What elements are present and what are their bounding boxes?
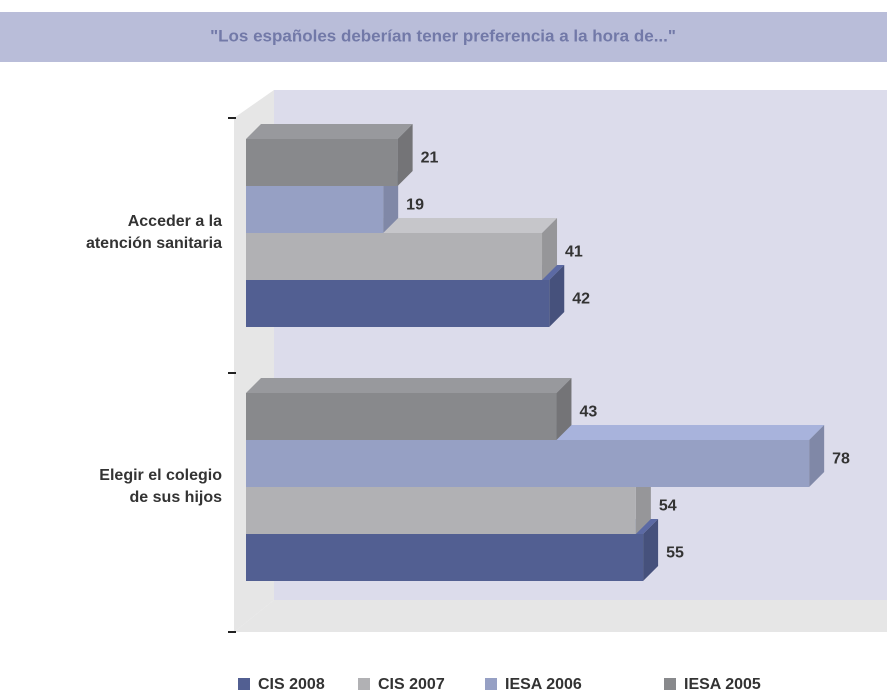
title-bar — [0, 12, 887, 62]
bar — [246, 534, 644, 581]
legend-swatch — [485, 678, 497, 690]
bar-side — [549, 265, 565, 327]
bar-3d — [246, 124, 413, 186]
category-label: de sus hijos — [130, 489, 223, 506]
bar-side — [635, 472, 651, 534]
legend-label: IESA 2005 — [684, 676, 761, 692]
legend-label: CIS 2007 — [378, 676, 445, 692]
bar-top — [246, 124, 413, 139]
bar — [246, 233, 543, 280]
bar — [246, 139, 398, 186]
bar — [246, 487, 636, 534]
legend-swatch — [238, 678, 250, 690]
value-label: 43 — [579, 404, 597, 421]
value-label: 54 — [659, 498, 677, 515]
bar-side — [643, 519, 659, 581]
legend-label: CIS 2008 — [258, 676, 325, 692]
value-label: 42 — [572, 291, 590, 308]
bar-side — [383, 171, 399, 233]
bar-side — [809, 425, 825, 487]
bar-side — [542, 218, 558, 280]
category-label: atención sanitaria — [86, 235, 222, 252]
value-label: 41 — [565, 244, 583, 261]
bar — [246, 440, 810, 487]
bar-side — [556, 378, 572, 440]
bar — [246, 186, 384, 233]
value-label: 21 — [421, 150, 439, 167]
chart-title: "Los españoles deberían tener preferenci… — [210, 26, 676, 45]
bar — [246, 280, 550, 327]
bar-top — [246, 378, 572, 393]
bar — [246, 393, 557, 440]
bar-side — [397, 124, 413, 186]
legend-label: IESA 2006 — [505, 676, 582, 692]
value-label: 19 — [406, 197, 424, 214]
category-label: Acceder a la — [128, 213, 222, 230]
bar-3d — [246, 378, 572, 440]
floor — [234, 600, 887, 632]
legend-swatch — [358, 678, 370, 690]
value-label: 55 — [666, 545, 684, 562]
legend-swatch — [664, 678, 676, 690]
category-label: Elegir el colegio — [99, 467, 222, 484]
value-label: 78 — [832, 451, 850, 468]
